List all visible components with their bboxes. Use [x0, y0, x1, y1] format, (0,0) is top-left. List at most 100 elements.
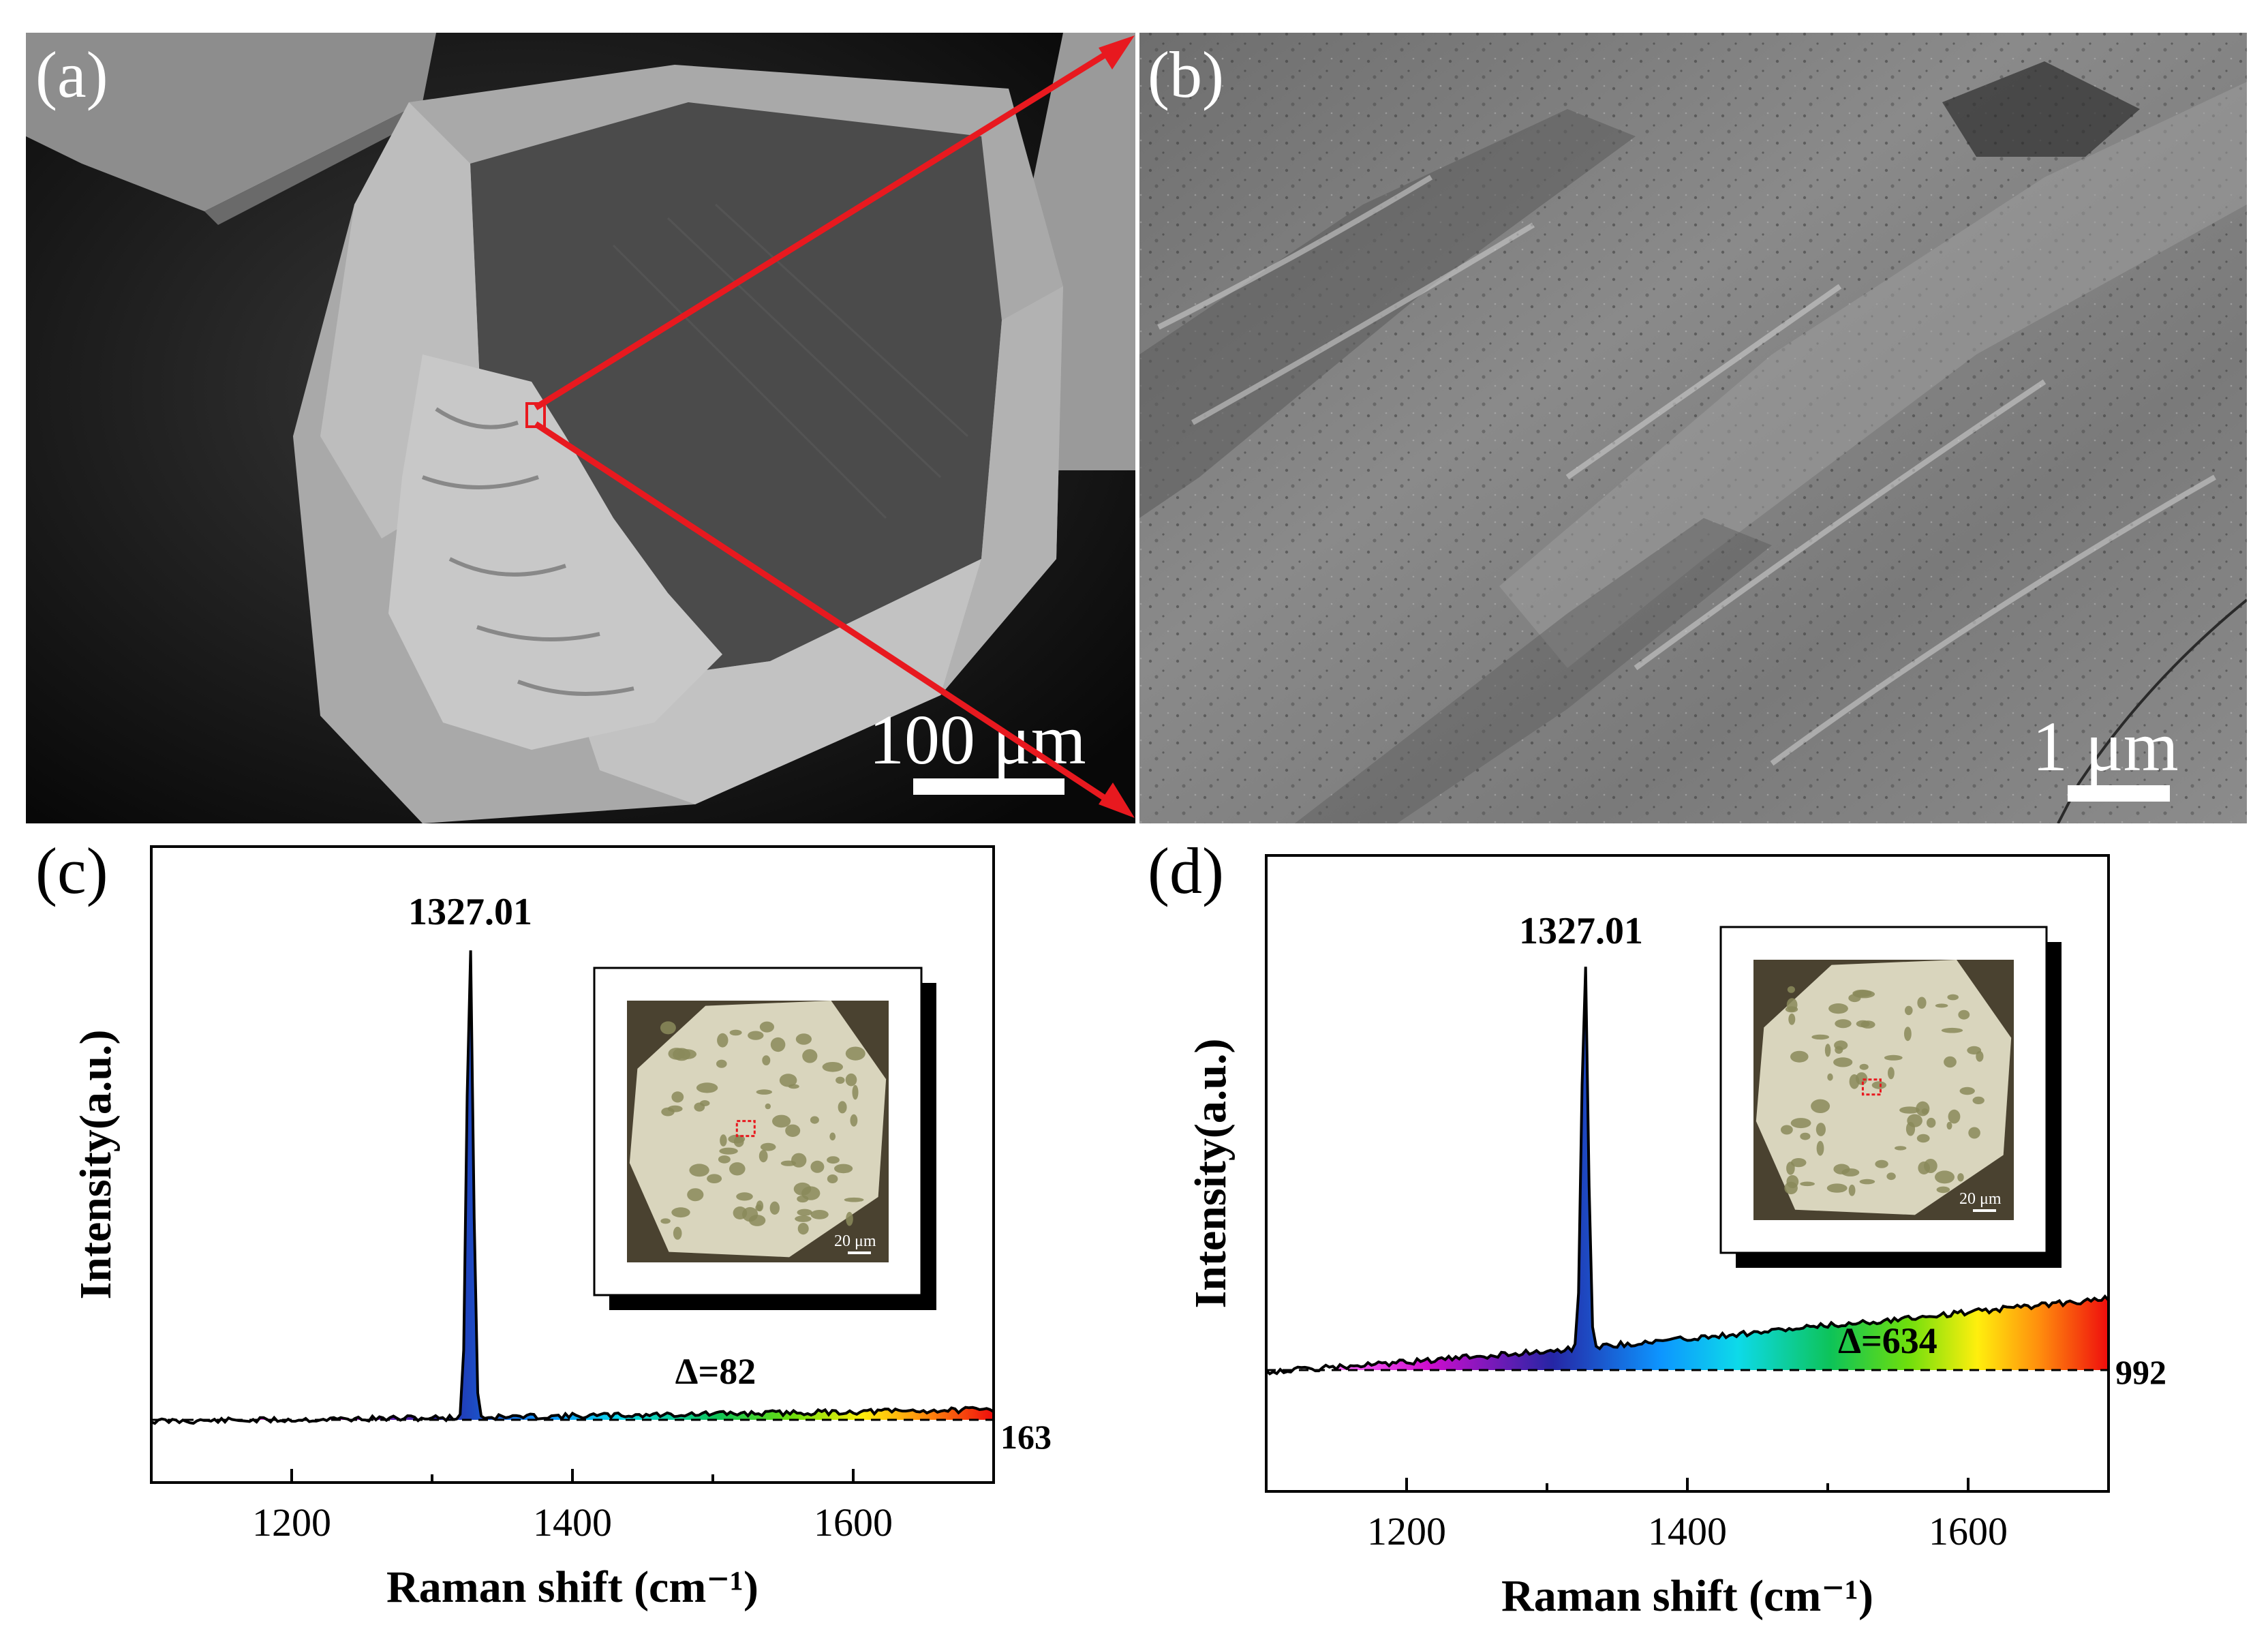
inset-grain-c	[785, 1124, 801, 1138]
inset-scale-label-d: 20 μm	[1959, 1190, 2002, 1208]
inset-grain-d	[1824, 1044, 1831, 1057]
inset-grain-c	[810, 1160, 825, 1173]
inset-grain-c	[661, 1107, 675, 1117]
zoom-arrows	[534, 35, 1135, 818]
scale-bar-b	[2068, 785, 2170, 802]
inset-grain-c	[834, 1164, 853, 1174]
inset-grain-c	[846, 1211, 853, 1226]
inset-grain-c	[671, 1091, 684, 1103]
chart-d: 1200 1400 1600 Raman shift (cm⁻¹) Intensity(…	[1186, 854, 2166, 1621]
inset-grain-d	[1941, 1027, 1963, 1033]
inset-grain-d	[1811, 1099, 1830, 1114]
inset-grain-d	[1800, 1132, 1811, 1140]
inset-grain-d	[1786, 998, 1798, 1012]
y-axis-title-d: Intensity(a.u.)	[1186, 1038, 1236, 1308]
inset-grain-c	[779, 1074, 797, 1087]
inset-grain-d	[1852, 989, 1872, 997]
inset-grain-d	[1958, 1009, 1970, 1020]
inset-grain-c	[729, 1029, 742, 1036]
x-axis-title-d: Raman shift (cm⁻¹)	[1501, 1571, 1873, 1621]
panel-label-b: (b)	[1148, 38, 1224, 111]
inset-grain-c	[762, 1055, 771, 1065]
panel-label-d: (d)	[1148, 834, 1224, 907]
spectrum-line-c	[151, 950, 995, 1425]
inset-grain-d	[1835, 1019, 1852, 1029]
inset-grain-c	[673, 1226, 682, 1240]
inset-grain-d	[1899, 1106, 1920, 1114]
inset-grain-d	[1947, 994, 1959, 1001]
inset-grain-d	[1871, 1081, 1887, 1089]
baseline-value-c: 163	[1000, 1418, 1052, 1456]
inset-scale-bar-c	[848, 1251, 871, 1254]
inset-grain-c	[770, 1037, 786, 1052]
inset-grain-c	[689, 1164, 709, 1177]
inset-grain-c	[719, 1147, 738, 1155]
panel-a-sem-image	[26, 33, 1135, 823]
inset-grain-d	[1972, 1096, 1984, 1104]
inset-grain-c	[850, 1114, 858, 1127]
x-axis-title-c: Raman shift (cm⁻¹)	[386, 1562, 758, 1612]
inset-grain-d	[1948, 1109, 1961, 1124]
inset-grain-c	[844, 1197, 864, 1202]
inset-grain-d	[1816, 1140, 1824, 1156]
inset-grain-c	[755, 1204, 763, 1211]
inset-grain-c	[765, 1103, 771, 1110]
inset-grain-d	[1905, 1005, 1913, 1016]
inset-grain-d	[1781, 1125, 1793, 1135]
inset-grain-c	[822, 1062, 844, 1072]
inset-grain-c	[791, 1153, 807, 1168]
inset-grain-c	[801, 1186, 821, 1200]
inset-grain-d	[1827, 1073, 1833, 1081]
inset-grain-d	[1834, 1040, 1848, 1050]
inset-grain-d	[1787, 986, 1795, 993]
inset-grain-c	[718, 1155, 731, 1164]
inset-grain-d	[1959, 1087, 1975, 1095]
panel-label-a: (a)	[35, 38, 108, 111]
inset-grain-d	[1811, 1034, 1830, 1040]
spectrum-fill-d	[1336, 967, 2109, 1370]
inset-grain-c	[707, 1174, 722, 1183]
inset-grain-c	[720, 1134, 727, 1147]
inset-grain-d	[1917, 997, 1927, 1009]
x-tick-label-d-1400: 1400	[1648, 1509, 1727, 1553]
baseline-value-d: 992	[2115, 1353, 2166, 1391]
inset-d: 20 μm	[1719, 926, 2062, 1268]
inset-grain-d	[1800, 1181, 1815, 1187]
inset-grain-c	[758, 1150, 768, 1163]
inset-c: 20 μm	[593, 967, 936, 1310]
inset-grain-c	[838, 1101, 847, 1114]
inset-grain-d	[1848, 1184, 1856, 1196]
inset-grain-c	[748, 1215, 766, 1226]
x-tick-label-c-1200: 1200	[252, 1500, 331, 1545]
inset-grain-c	[673, 1048, 691, 1061]
x-tick-label-d-1600: 1600	[1929, 1509, 2008, 1553]
scale-bar-a	[913, 778, 1064, 795]
inset-grain-d	[1918, 1161, 1930, 1174]
chart-c: 1200 1400 1600 Raman shift (cm⁻¹) Intensity(…	[71, 845, 1052, 1612]
x-tick-label-c-1600: 1600	[814, 1500, 893, 1545]
inset-grain-d	[1968, 1127, 1980, 1139]
inset-grain-d	[1841, 1168, 1860, 1176]
inset-grain-c	[845, 1073, 857, 1087]
x-tick-label-d-1200: 1200	[1367, 1509, 1446, 1553]
inset-grain-d	[1784, 1181, 1798, 1195]
inset-grain-c	[836, 1076, 845, 1084]
inset-grain-c	[748, 1031, 764, 1040]
panel-b-sem-image	[1139, 33, 2247, 823]
inset-grain-d	[1788, 1013, 1796, 1025]
inset-grain-c	[699, 1100, 710, 1106]
inset-grain-c	[810, 1210, 829, 1219]
inset-grain-d	[1916, 1134, 1930, 1143]
peak-label-d: 1327.01	[1519, 910, 1643, 952]
inset-grain-c	[827, 1156, 840, 1164]
inset-grain-d	[1833, 1057, 1853, 1067]
inset-grain-c	[845, 1046, 865, 1061]
inset-grain-d	[1859, 1179, 1875, 1185]
inset-grain-c	[696, 1082, 718, 1093]
inset-grain-c	[687, 1188, 704, 1202]
inset-grain-c	[852, 1084, 859, 1100]
inset-grain-d	[1815, 1123, 1826, 1136]
inset-grain-d	[1790, 1158, 1807, 1168]
inset-grain-c	[759, 1021, 774, 1033]
